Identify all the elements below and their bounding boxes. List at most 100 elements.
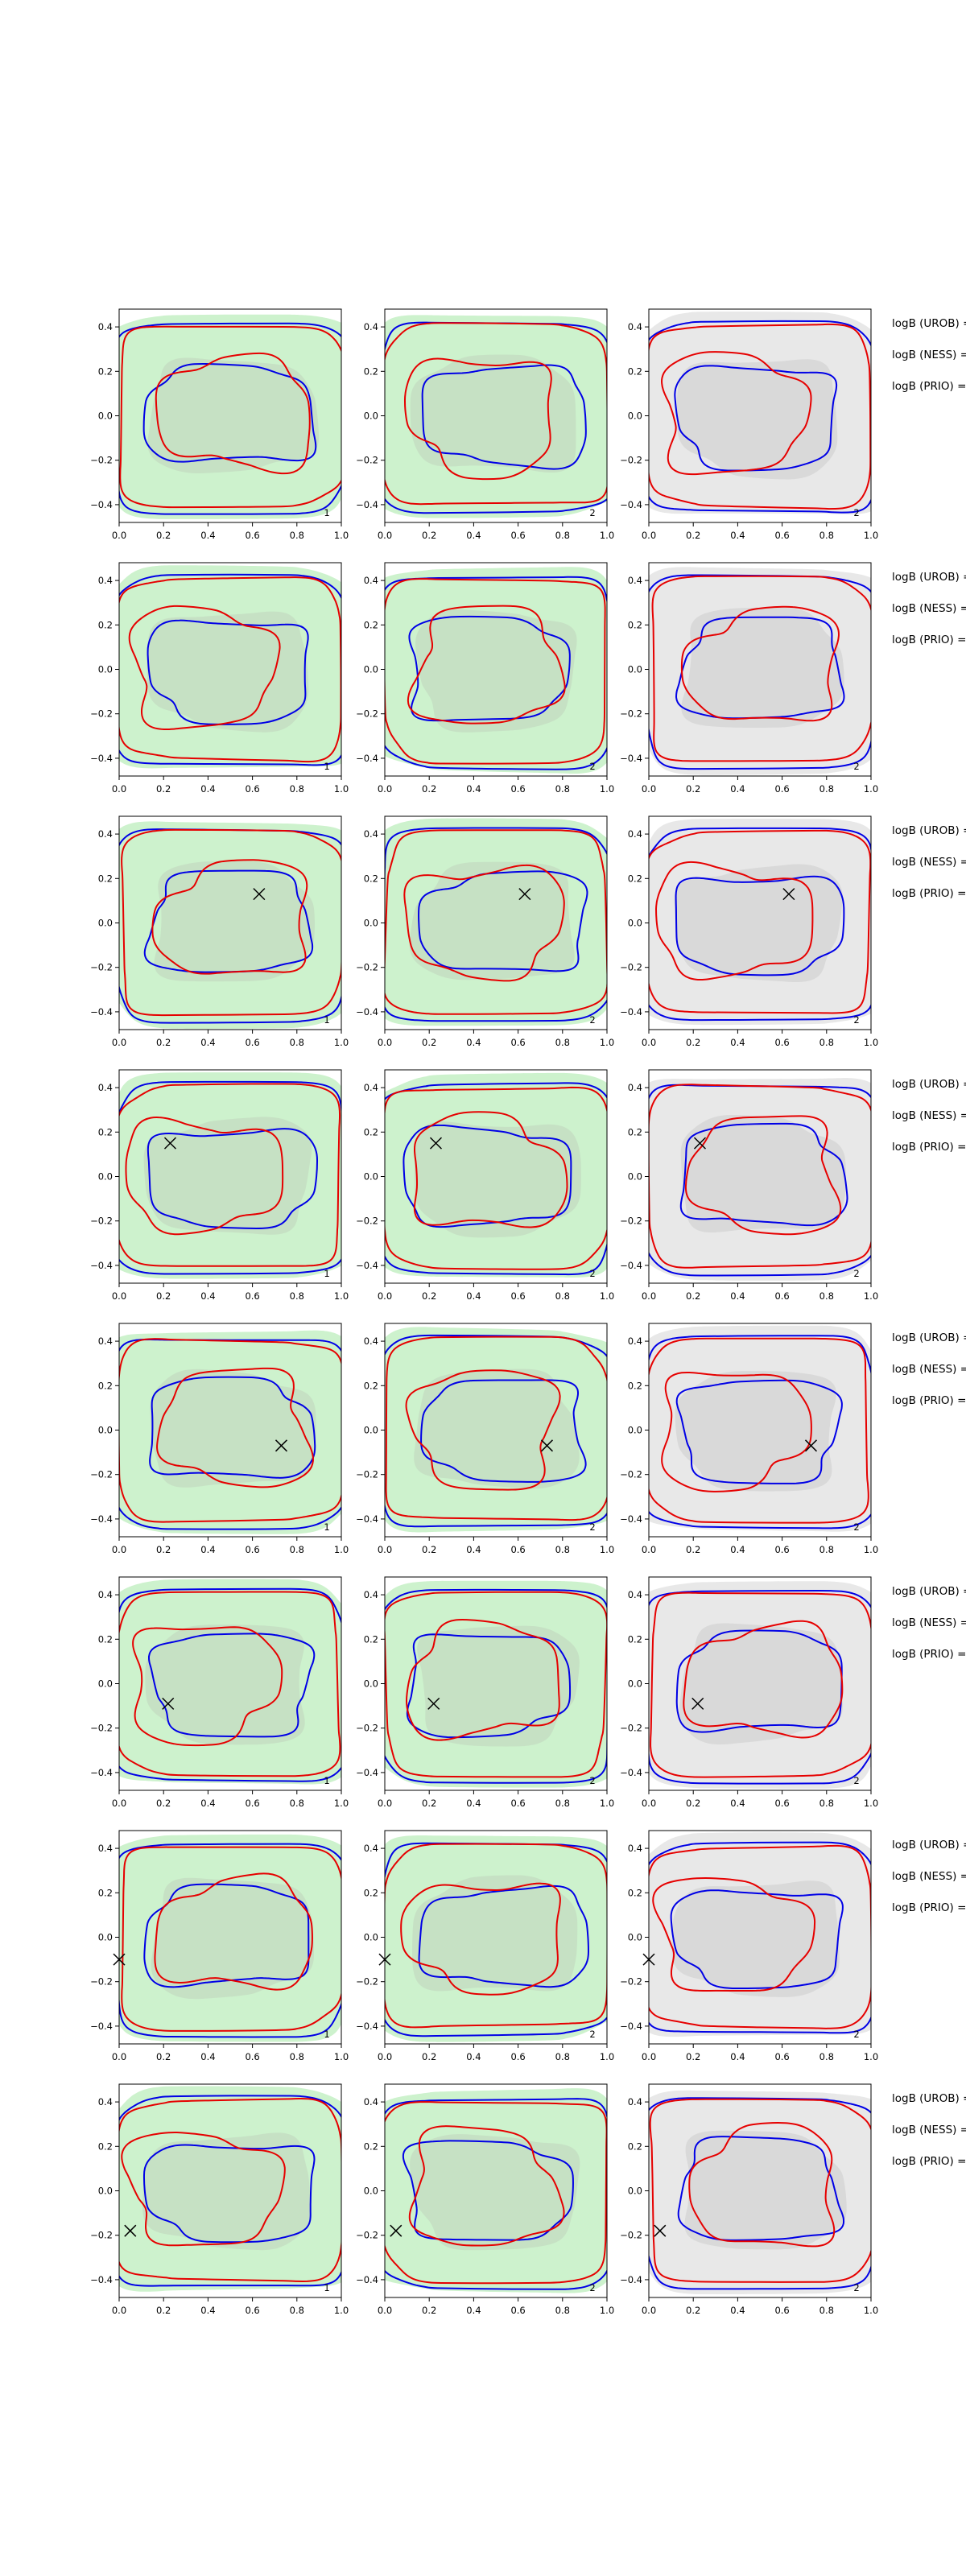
x-tick-label: 0.4 xyxy=(200,1037,215,1048)
density-region-inner xyxy=(410,354,576,473)
x-tick-label: 0.6 xyxy=(510,1037,525,1048)
density-region-inner xyxy=(417,1625,580,1747)
red-contour-inner xyxy=(154,1872,313,1991)
x-tick-label: 0.6 xyxy=(774,530,789,541)
red-contour-outer xyxy=(119,1083,341,1267)
contour-panel-r1-c3: 0.0 0.2 0.4 0.6 0.8 1.0 0.4 0.2 0.0 −0.2 −0.4 2 xyxy=(620,308,878,541)
contour-panel-r7-c2: 0.0 0.2 0.4 0.6 0.8 1.0 0.4 0.2 0.0 −0.2 −0.4 2 xyxy=(356,1830,614,2062)
contour-panel-r5-c2: 0.0 0.2 0.4 0.6 0.8 1.0 0.4 0.2 0.0 −0.2 −0.4 2 xyxy=(356,1323,614,1555)
x-tick-label: 0.8 xyxy=(819,1290,834,1302)
x-tick-label: 0.0 xyxy=(642,2051,656,2062)
logb-label: logB (UROB) = xyxy=(892,1331,966,1344)
x-tick-label: 0.2 xyxy=(686,1290,700,1302)
x-tick-label: 0.6 xyxy=(774,1290,789,1302)
x-tick-label: 0.8 xyxy=(555,1290,570,1302)
red-contour-inner xyxy=(155,1367,314,1488)
x-tick-label: 0.2 xyxy=(422,530,436,541)
y-tick-label: 0.2 xyxy=(364,2140,378,2152)
panel-corner-label: 2 xyxy=(853,2029,859,2040)
y-tick-label: 0.0 xyxy=(98,1171,113,1183)
y-tick-label: 0.4 xyxy=(364,2096,378,2107)
y-tick-label: 0.4 xyxy=(364,1082,378,1093)
x-tick-label: 0.4 xyxy=(466,1290,481,1302)
x-tick-label: 1.0 xyxy=(600,2305,614,2316)
density-region-inner xyxy=(415,609,577,733)
red-contour-inner xyxy=(683,1620,844,1739)
logb-label: logB (UROB) = xyxy=(892,1585,966,1598)
y-tick-label: −0.4 xyxy=(356,1513,378,1525)
blue-contour-inner xyxy=(147,1633,316,1738)
y-tick-label: 0.2 xyxy=(98,619,113,630)
x-tick-label: 0.6 xyxy=(510,783,525,795)
x-tick-label: 0.6 xyxy=(245,1798,259,1809)
blue-contour-inner xyxy=(670,1889,844,1990)
y-tick-label: −0.2 xyxy=(356,962,378,973)
y-tick-label: −0.4 xyxy=(356,1767,378,1778)
x-tick-label: 0.6 xyxy=(245,783,259,795)
x-tick-label: 0.6 xyxy=(245,1544,259,1555)
logb-label: logB (UROB) = xyxy=(892,571,966,584)
y-tick-label: −0.2 xyxy=(90,1469,113,1480)
y-tick-label: 0.0 xyxy=(628,2186,642,2197)
x-tick-label: 0.0 xyxy=(378,2051,392,2062)
density-region-inner xyxy=(684,2130,847,2250)
red-contour-outer xyxy=(121,1846,341,2032)
red-contour-inner xyxy=(413,1111,568,1228)
y-tick-label: −0.4 xyxy=(90,1260,113,1271)
x-tick-label: 0.8 xyxy=(290,783,304,795)
x-tick-label: 0.2 xyxy=(686,1798,700,1809)
red-contour-inner xyxy=(405,1369,561,1491)
y-tick-label: −0.2 xyxy=(620,1723,642,1734)
y-tick-label: −0.4 xyxy=(90,2021,113,2032)
blue-contour-inner xyxy=(418,1885,590,1988)
x-tick-label: 0.8 xyxy=(819,783,834,795)
red-contour-inner xyxy=(407,605,566,724)
red-contour-outer xyxy=(121,828,341,1017)
x-tick-label: 0.6 xyxy=(245,2305,259,2316)
y-tick-label: −0.2 xyxy=(356,708,378,720)
red-contour-inner xyxy=(400,1882,561,1996)
contour-panel-r3-c1: 0.0 0.2 0.4 0.6 0.8 1.0 0.4 0.2 0.0 −0.2 −0.4 1 xyxy=(90,815,349,1048)
panel-corner-label: 1 xyxy=(324,507,329,518)
x-tick-label: 1.0 xyxy=(334,1037,349,1048)
y-tick-label: 0.2 xyxy=(98,1380,113,1391)
x-tick-label: 1.0 xyxy=(600,1037,614,1048)
y-tick-label: 0.4 xyxy=(364,1843,378,1854)
y-tick-label: 0.2 xyxy=(364,1126,378,1137)
x-tick-label: 0.0 xyxy=(112,530,126,541)
red-contour-outer xyxy=(649,1844,871,2029)
y-tick-label: −0.4 xyxy=(356,2274,378,2285)
red-contour-inner xyxy=(403,864,565,982)
x-tick-label: 0.2 xyxy=(686,2305,700,2316)
x-tick-label: 0.8 xyxy=(555,530,570,541)
y-tick-label: 0.4 xyxy=(364,575,378,586)
y-tick-label: 0.0 xyxy=(364,1932,378,1943)
panel-corner-label: 2 xyxy=(589,1521,595,1533)
logb-label: logB (PRIO) = xyxy=(892,1648,966,1661)
x-tick-label: 0.4 xyxy=(730,1290,745,1302)
logb-label: logB (PRIO) = xyxy=(892,1394,966,1407)
x-tick-label: 0.8 xyxy=(290,2305,304,2316)
blue-contour-outer xyxy=(119,1338,341,1530)
red-contour-outer xyxy=(385,1335,607,1521)
red-contour-inner xyxy=(151,859,308,975)
logb-label: logB (UROB) = xyxy=(892,317,966,330)
y-tick-label: 0.0 xyxy=(628,1932,642,1943)
y-tick-label: 0.0 xyxy=(628,918,642,929)
x-tick-label: 0.0 xyxy=(112,1037,126,1048)
x-tick-label: 1.0 xyxy=(600,1798,614,1809)
panel-corner-label: 1 xyxy=(324,1775,329,1786)
logb-label: logB (NESS) = xyxy=(892,856,966,869)
red-contour-outer xyxy=(649,1084,871,1269)
x-tick-label: 0.8 xyxy=(290,1798,304,1809)
x-marker xyxy=(518,888,531,901)
x-marker xyxy=(162,1697,175,1710)
logb-labels-row-1: logB (UROB) = logB (NESS) = logB (PRIO) = xyxy=(892,317,966,393)
y-tick-label: 0.4 xyxy=(98,575,113,586)
x-tick-label: 0.4 xyxy=(466,2305,481,2316)
panel-corner-label: 2 xyxy=(853,507,859,518)
contour-panel-r7-c3: 0.0 0.2 0.4 0.6 0.8 1.0 0.4 0.2 0.0 −0.2 −0.4 2 xyxy=(620,1830,878,2062)
x-tick-label: 1.0 xyxy=(600,783,614,795)
y-tick-label: 0.4 xyxy=(98,321,113,332)
blue-contour-outer xyxy=(385,1842,607,2037)
